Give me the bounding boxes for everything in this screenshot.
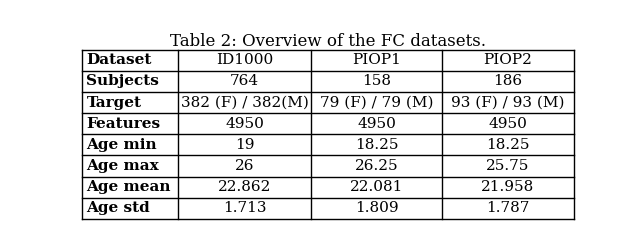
Text: 25.75: 25.75 [486,159,530,173]
Text: 1.713: 1.713 [223,201,266,215]
Text: 382 (F) / 382(M): 382 (F) / 382(M) [180,96,308,110]
Text: Table 2: Overview of the FC datasets.: Table 2: Overview of the FC datasets. [170,33,486,50]
Text: Dataset: Dataset [86,53,152,67]
Text: Features: Features [86,117,161,131]
Text: 1.809: 1.809 [355,201,399,215]
Text: 26.25: 26.25 [355,159,399,173]
Text: 22.862: 22.862 [218,180,271,194]
Text: ID1000: ID1000 [216,53,273,67]
Text: 21.958: 21.958 [481,180,534,194]
Text: 26: 26 [235,159,254,173]
Text: 4950: 4950 [488,117,527,131]
Text: 4950: 4950 [225,117,264,131]
Text: Age std: Age std [86,201,150,215]
Text: Subjects: Subjects [86,74,159,89]
Text: 158: 158 [362,74,391,89]
Text: 18.25: 18.25 [355,138,398,152]
Text: 1.787: 1.787 [486,201,530,215]
Text: 186: 186 [493,74,522,89]
Text: 18.25: 18.25 [486,138,530,152]
Text: 4950: 4950 [357,117,396,131]
Text: 22.081: 22.081 [350,180,403,194]
Text: 93 (F) / 93 (M): 93 (F) / 93 (M) [451,96,564,110]
Text: Age max: Age max [86,159,159,173]
Text: 19: 19 [235,138,254,152]
Text: Age min: Age min [86,138,157,152]
Text: Age mean: Age mean [86,180,171,194]
Text: 764: 764 [230,74,259,89]
Text: PIOP1: PIOP1 [352,53,401,67]
Text: 79 (F) / 79 (M): 79 (F) / 79 (M) [320,96,433,110]
Text: PIOP2: PIOP2 [484,53,532,67]
Text: Target: Target [86,96,141,110]
